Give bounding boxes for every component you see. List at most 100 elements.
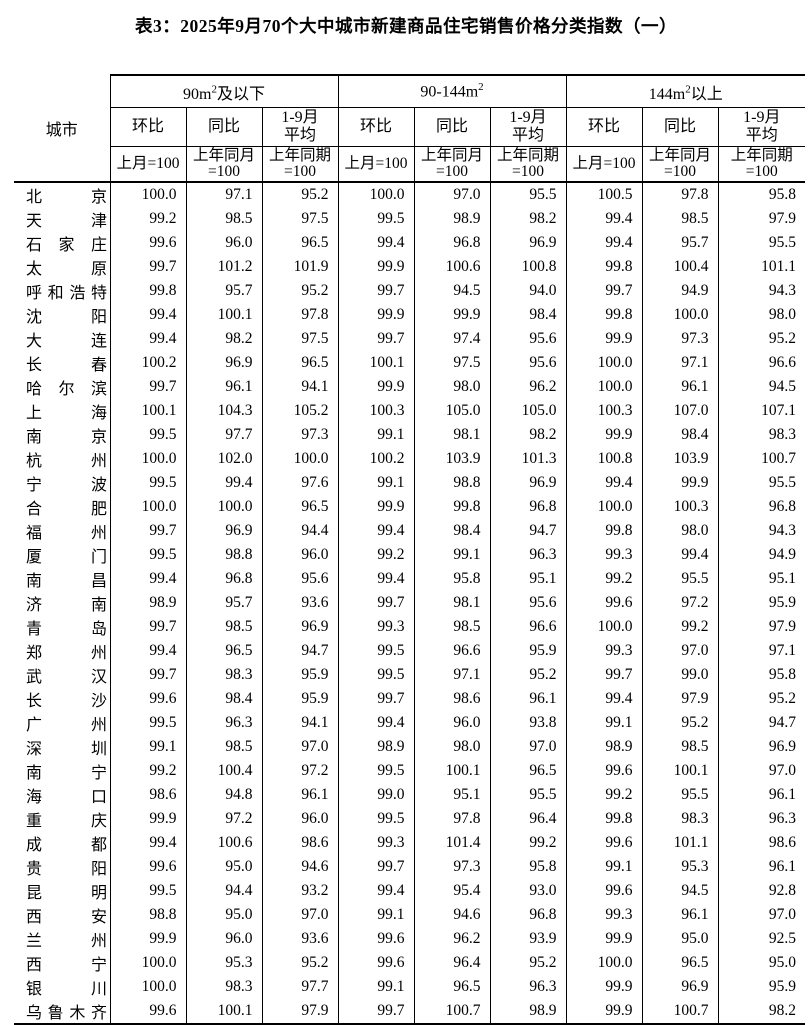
index-value: 99.2 — [641, 615, 719, 639]
table-row: 南昌 99.4 96.8 95.6 99.4 95.8 95.1 99.2 95.5 95.1 — [14, 567, 806, 591]
index-value: 95.8 — [489, 855, 567, 879]
index-value: 95.9 — [717, 591, 806, 615]
city-name: 重庆 — [26, 813, 107, 830]
table-row: 重庆 99.9 97.2 96.0 99.5 97.8 96.4 99.8 98.3 96.3 — [14, 807, 806, 831]
table-row: 西安 98.8 95.0 97.0 99.1 94.6 96.8 99.3 96.1 97.0 — [14, 903, 806, 927]
index-value: 96.3 — [489, 543, 567, 567]
index-value: 96.8 — [489, 495, 567, 519]
index-value: 101.1 — [641, 831, 719, 855]
group-label: 及以下 — [216, 85, 265, 103]
table-row: 厦门 99.5 98.8 96.0 99.2 99.1 96.3 99.3 99.4 94.9 — [14, 543, 806, 567]
index-value: 97.5 — [413, 351, 490, 375]
index-value: 95.7 — [185, 279, 262, 303]
city-name: 合肥 — [26, 501, 107, 518]
index-value: 97.2 — [261, 759, 338, 783]
index-value: 99.7 — [109, 519, 186, 543]
table-row: 银川 100.0 98.3 97.7 99.1 96.5 96.3 99.9 96.9 95.9 — [14, 975, 806, 999]
index-value: 101.2 — [185, 255, 262, 279]
index-value: 95.2 — [261, 951, 338, 975]
index-value: 98.8 — [109, 903, 186, 927]
index-value: 98.3 — [641, 807, 719, 831]
header-row-groups: 城市 90m2及以下 90-144m2 144m2以上 — [14, 74, 806, 183]
index-value: 100.3 — [641, 495, 719, 519]
table-row: 乌鲁木齐 99.6 100.1 97.9 99.7 100.7 98.9 99.9 100.7 9… — [14, 999, 806, 1025]
index-value: 99.6 — [565, 591, 643, 615]
index-value: 99.9 — [641, 471, 719, 495]
index-value: 98.9 — [565, 735, 643, 759]
index-value: 97.0 — [641, 639, 719, 663]
city-column-header: 城市 — [14, 75, 110, 183]
index-value: 100.0 — [565, 495, 643, 519]
city-name: 青岛 — [26, 621, 107, 638]
index-value: 97.0 — [413, 182, 490, 207]
index-value: 98.8 — [185, 543, 262, 567]
city-name: 广州 — [26, 717, 107, 734]
index-value: 97.9 — [717, 615, 806, 639]
index-value: 95.2 — [261, 182, 338, 207]
index-value: 99.3 — [565, 903, 643, 927]
index-value: 96.8 — [413, 231, 490, 255]
index-value: 97.8 — [413, 807, 490, 831]
index-value: 95.2 — [717, 687, 806, 711]
index-value: 98.4 — [489, 303, 567, 327]
index-value: 100.1 — [109, 399, 186, 423]
index-value: 97.0 — [489, 735, 567, 759]
index-value: 98.9 — [413, 207, 490, 231]
table-row: 西宁 100.0 95.3 95.2 99.6 96.4 95.2 100.0 96.5 95.0 — [14, 951, 806, 975]
index-value: 100.0 — [337, 182, 414, 207]
index-value: 95.9 — [261, 663, 338, 687]
index-value: 96.9 — [185, 351, 262, 375]
index-value: 96.6 — [413, 639, 490, 663]
index-value: 94.1 — [261, 711, 338, 735]
index-value: 99.6 — [565, 831, 643, 855]
city-name: 福州 — [26, 525, 107, 542]
index-value: 98.5 — [413, 615, 490, 639]
index-value: 100.0 — [565, 951, 643, 975]
index-value: 99.7 — [109, 615, 186, 639]
index-value: 99.6 — [565, 759, 643, 783]
index-value: 99.5 — [109, 879, 186, 903]
index-value: 100.7 — [641, 999, 719, 1025]
index-value: 99.7 — [337, 855, 414, 879]
index-value: 99.9 — [337, 255, 414, 279]
index-value: 103.9 — [413, 447, 490, 471]
city-name: 南京 — [26, 429, 107, 446]
table-row: 天津 99.2 98.5 97.5 99.5 98.9 98.2 99.4 98.5 97.9 — [14, 207, 806, 231]
table-row: 大连 99.4 98.2 97.5 99.7 97.4 95.6 99.9 97.3 95.2 — [14, 327, 806, 351]
index-value: 100.0 — [565, 351, 643, 375]
index-value: 100.0 — [109, 182, 186, 207]
index-value: 99.2 — [109, 759, 186, 783]
table-row: 呼和浩特 99.8 95.7 95.2 99.7 94.5 94.0 99.7 94.9 94.3 — [14, 279, 806, 303]
index-value: 99.7 — [337, 327, 414, 351]
index-value: 95.6 — [489, 327, 567, 351]
column-header-yoy: 同比 — [413, 107, 490, 147]
index-value: 95.5 — [641, 783, 719, 807]
index-value: 99.2 — [337, 543, 414, 567]
group-label: 90m — [183, 85, 212, 103]
index-value: 98.0 — [413, 735, 490, 759]
index-value: 93.9 — [489, 927, 567, 951]
index-value: 98.3 — [717, 423, 806, 447]
index-value: 105.2 — [261, 399, 338, 423]
index-value: 97.5 — [261, 207, 338, 231]
basis-header: 上月=100 — [565, 146, 643, 183]
index-value: 99.7 — [109, 255, 186, 279]
index-value: 94.7 — [261, 639, 338, 663]
index-value: 100.0 — [109, 495, 186, 519]
index-value: 96.5 — [641, 951, 719, 975]
index-value: 99.2 — [489, 831, 567, 855]
column-header-avg: 1-9月 平均 — [717, 107, 806, 147]
index-value: 99.4 — [337, 711, 414, 735]
index-value: 95.2 — [261, 279, 338, 303]
index-value: 98.2 — [185, 327, 262, 351]
index-value: 100.0 — [185, 495, 262, 519]
column-header-avg: 1-9月 平均 — [261, 107, 338, 147]
index-value: 99.7 — [109, 375, 186, 399]
city-name: 南昌 — [26, 573, 107, 590]
index-value: 95.9 — [489, 639, 567, 663]
index-value: 99.5 — [337, 207, 414, 231]
index-value: 102.0 — [185, 447, 262, 471]
index-value: 99.5 — [337, 807, 414, 831]
index-value: 100.3 — [337, 399, 414, 423]
index-value: 98.5 — [641, 207, 719, 231]
